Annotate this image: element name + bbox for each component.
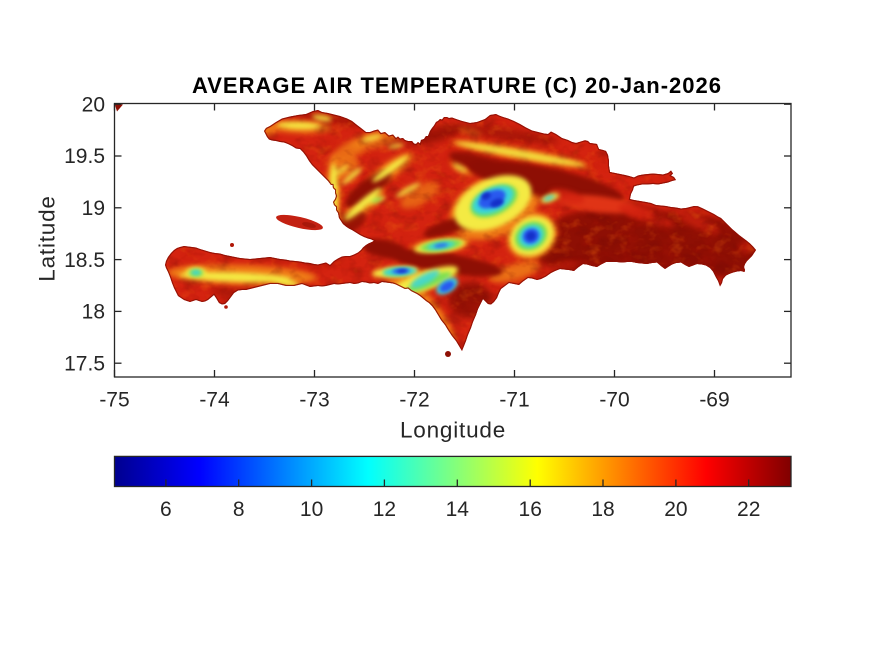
svg-text:-69: -69: [699, 389, 729, 412]
svg-text:14: 14: [446, 498, 470, 521]
svg-text:20: 20: [82, 93, 105, 116]
svg-text:6: 6: [160, 498, 172, 521]
svg-text:19.5: 19.5: [64, 145, 105, 168]
svg-text:Longitude: Longitude: [400, 418, 506, 443]
svg-text:22: 22: [737, 498, 760, 521]
svg-text:16: 16: [519, 498, 542, 521]
svg-text:18: 18: [82, 301, 105, 324]
svg-text:-71: -71: [499, 389, 529, 412]
svg-text:19: 19: [82, 197, 105, 220]
svg-text:-75: -75: [99, 389, 129, 412]
svg-text:18: 18: [591, 498, 614, 521]
svg-text:-70: -70: [599, 389, 629, 412]
svg-text:-72: -72: [399, 389, 429, 412]
svg-text:-74: -74: [199, 389, 230, 412]
svg-text:-73: -73: [299, 389, 329, 412]
svg-text:12: 12: [373, 498, 396, 521]
svg-text:8: 8: [233, 498, 245, 521]
svg-text:20: 20: [664, 498, 687, 521]
svg-text:AVERAGE AIR TEMPERATURE (C) 20: AVERAGE AIR TEMPERATURE (C) 20-Jan-2026: [192, 73, 722, 98]
svg-text:10: 10: [300, 498, 323, 521]
svg-text:17.5: 17.5: [64, 352, 105, 375]
svg-text:Latitude: Latitude: [35, 195, 60, 281]
svg-text:18.5: 18.5: [64, 249, 105, 272]
